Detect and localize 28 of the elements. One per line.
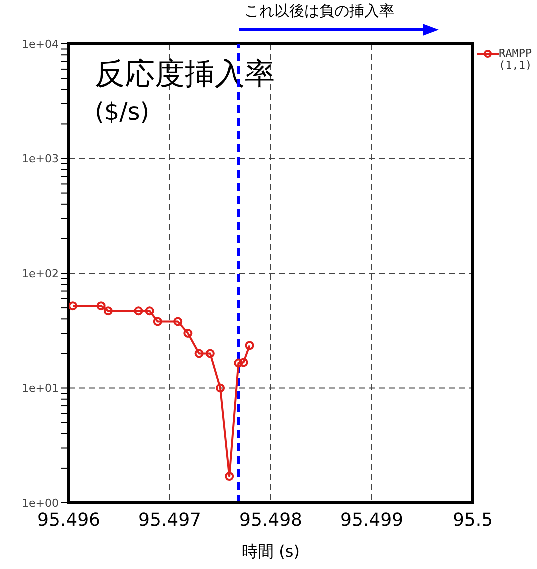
point [216, 384, 225, 393]
point [153, 317, 162, 326]
point [104, 306, 113, 316]
legend-label: RAMPP (1,1) [499, 47, 532, 72]
point [134, 306, 144, 316]
y-tick-label: 1e+03 [22, 152, 59, 166]
point [194, 349, 204, 358]
point [225, 472, 234, 482]
point [69, 302, 78, 311]
x-tick-label: 95.498 [240, 510, 302, 531]
point [239, 358, 248, 368]
point [234, 358, 244, 368]
point [174, 317, 183, 326]
point [184, 329, 193, 338]
x-axis-title: 時間 (s) [242, 542, 300, 561]
x-tick-label: 95.5 [452, 510, 494, 531]
point [145, 306, 154, 316]
y-tick-label: 1e+01 [22, 382, 59, 396]
x-tick-label: 95.499 [340, 510, 404, 531]
x-tick-label: 95.497 [138, 510, 202, 531]
point [96, 302, 106, 311]
x-tick-label: 95.496 [38, 510, 100, 531]
point [245, 341, 254, 350]
text: これ以後は負の挿入率 [244, 2, 395, 21]
point [206, 349, 215, 358]
y-tick-label: 1e+02 [22, 267, 59, 280]
y-tick-label: 1e+04 [22, 38, 59, 51]
y-tick-label: 1e+00 [22, 496, 59, 510]
